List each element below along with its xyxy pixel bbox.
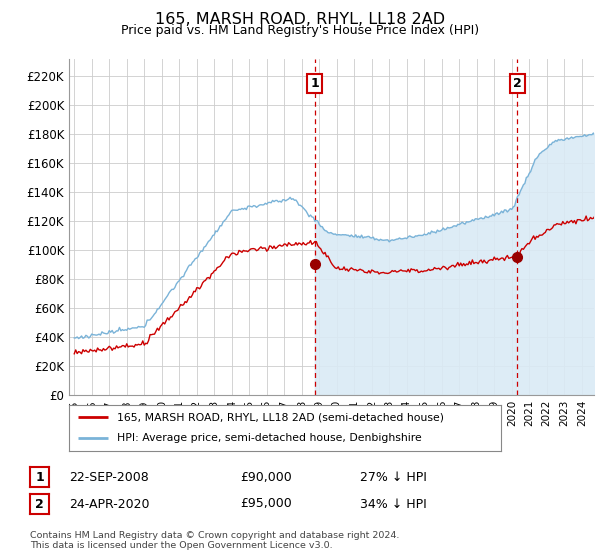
Text: 165, MARSH ROAD, RHYL, LL18 2AD (semi-detached house): 165, MARSH ROAD, RHYL, LL18 2AD (semi-de… <box>116 412 443 422</box>
Text: 165, MARSH ROAD, RHYL, LL18 2AD: 165, MARSH ROAD, RHYL, LL18 2AD <box>155 12 445 27</box>
Text: 34% ↓ HPI: 34% ↓ HPI <box>360 497 427 511</box>
Text: Price paid vs. HM Land Registry's House Price Index (HPI): Price paid vs. HM Land Registry's House … <box>121 24 479 37</box>
Text: 2: 2 <box>513 77 522 90</box>
Text: £90,000: £90,000 <box>240 470 292 484</box>
Text: 2: 2 <box>35 497 44 511</box>
Text: £95,000: £95,000 <box>240 497 292 511</box>
Text: 24-APR-2020: 24-APR-2020 <box>69 497 149 511</box>
Text: 22-SEP-2008: 22-SEP-2008 <box>69 470 149 484</box>
Text: 1: 1 <box>310 77 319 90</box>
Text: HPI: Average price, semi-detached house, Denbighshire: HPI: Average price, semi-detached house,… <box>116 433 421 444</box>
Text: 27% ↓ HPI: 27% ↓ HPI <box>360 470 427 484</box>
Text: 1: 1 <box>35 470 44 484</box>
Text: Contains HM Land Registry data © Crown copyright and database right 2024.
This d: Contains HM Land Registry data © Crown c… <box>30 531 400 550</box>
